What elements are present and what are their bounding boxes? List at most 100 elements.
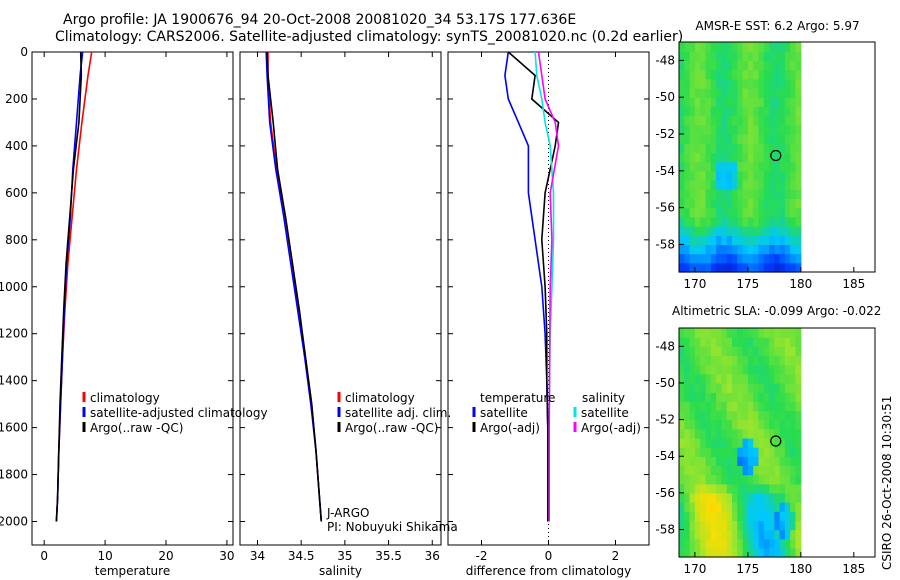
sst-map-cell [790,189,797,199]
sst-map-cell [758,152,765,163]
sst-map-cell [774,216,781,227]
sla-map-cell [710,492,717,503]
sla-map-xtick-label: 185 [842,562,865,576]
sst-map-cell [790,42,797,52]
sst-map-cell [774,235,781,245]
temperature-series-red [55,51,93,522]
sst-map-cell [763,88,770,98]
sla-map-cell [705,520,712,531]
sla-map-cell [710,401,717,412]
sst-map-cell [700,244,707,255]
sla-map-cell [689,373,696,384]
sla-map-cell [795,483,802,494]
sla-map-cell [732,465,738,476]
sst-map-cell [737,198,744,209]
sla-map-cell [758,346,765,357]
sla-map-cell [753,401,760,412]
sla-map-cell [721,465,728,476]
sst-map-cell [710,207,717,218]
sst-map-cell [700,262,707,273]
sst-map-cell [737,78,744,89]
sst-map-cell [694,152,701,163]
sla-map-cell [737,428,744,439]
sst-map-cell [784,170,791,181]
sla-map-cell [737,346,744,357]
sst-map-cell [758,69,765,80]
sla-map-cell [763,502,770,512]
sla-map-cell [790,465,797,476]
sst-map-cell [679,124,685,135]
sst-map-cell [679,216,685,227]
sla-map-cell [779,401,786,412]
sla-map-cell [700,474,707,485]
sla-map-cell [747,483,754,494]
sla-map-cell [763,410,770,421]
sla-map-cell [774,483,781,494]
sst-map-cell [758,207,765,218]
sla-map-cell [700,355,707,366]
sst-map-cell [689,244,696,255]
diff-legend-salinity-title: salinity [582,391,625,405]
difference-series-blue [504,51,550,522]
sst-map-cell [716,60,722,71]
sst-map-cell [747,42,754,52]
sst-map-cell [679,161,685,172]
sst-map-cell [689,253,696,264]
sla-map-cell [795,392,802,402]
sla-map-cell [742,392,749,402]
sst-map-cell [700,207,707,218]
sla-map-cell [732,337,738,347]
figure-title-line1: Argo profile: JA 1900676_94 20-Oct-2008 … [63,12,577,28]
sla-map-cell [763,419,770,430]
sst-map-cell [737,244,744,255]
sla-map-cell [679,428,685,439]
sst-map-cell [726,60,733,71]
sst-map-cell [716,216,722,227]
temperature-xlabel: temperature [95,564,170,578]
sla-map-cell [732,419,738,430]
sla-map-cell [784,456,791,466]
sst-map-cell [721,189,728,199]
sla-map-cell [732,538,738,549]
sla-map-cell [795,465,802,476]
sla-map-cell [710,355,717,366]
sla-map-cell [779,346,786,357]
sst-map-cell [747,189,754,199]
sla-map-cell [694,465,701,476]
sla-map-cell [700,428,707,439]
sst-map-cell [774,51,781,61]
sla-map-ytick-label: -56 [655,486,675,500]
sst-map-cell [679,60,685,71]
sla-map-cell [737,419,744,430]
sst-map-cell [763,42,770,52]
sla-map-cell [710,428,717,439]
sst-map-cell [716,170,722,181]
sla-map-cell [689,401,696,412]
sla-map-cell [689,337,696,347]
sst-map-cell [694,115,701,126]
sla-map-cell [705,529,712,540]
sla-map-cell [747,538,754,549]
sla-map-cell [742,474,749,485]
sst-map-cell [795,253,802,264]
sla-map-cell [747,392,754,402]
sla-map-cell [763,392,770,402]
sst-map-cell [694,262,701,273]
sst-map-cell [705,134,712,144]
sst-map-cell [737,161,744,172]
sst-map-cell [747,106,754,117]
sla-map-cell [747,529,754,540]
sla-map-cell [737,529,744,540]
sst-map-cell [684,207,691,218]
sst-map-cell [716,42,722,52]
sst-map-cell [763,97,770,107]
sla-map-cell [774,520,781,531]
sst-map-cell [705,42,712,52]
sst-map-cell [679,207,685,218]
sst-map-cell [774,97,781,107]
sst-map-cell [710,262,717,273]
sla-map-cell [710,474,717,485]
sst-map-cell [795,262,802,273]
sst-map-cell [679,106,685,117]
sla-map-cell [779,428,786,439]
